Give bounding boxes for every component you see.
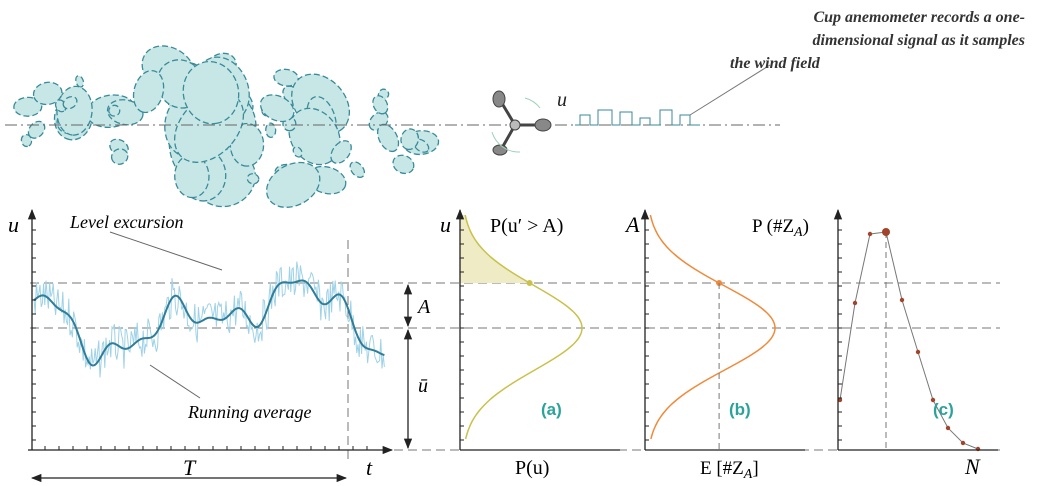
caption-line: the wind field [730,55,821,72]
y-label: A [624,212,640,237]
figure: u Cup anemometer records a one- dimensio… [0,0,1039,486]
y-label: u [8,212,19,237]
annotation: P(u′ > A) [490,215,563,237]
x-label: N [964,454,981,479]
annotation: Level excursion [69,212,183,232]
raw-signal [34,262,384,378]
distribution-point [882,228,890,236]
eddy [347,159,367,180]
signal-label: u [557,89,567,111]
period-label: T [183,455,197,480]
caption-line: dimensional signal as it samples [813,32,1025,49]
eddies [14,36,440,216]
leader [150,365,200,398]
caption-line: Cup anemometer records a one- [813,9,1025,26]
panel-tag: (a) [541,400,562,419]
distribution-point [961,441,965,445]
x-label: P(u) [515,457,549,479]
distribution-point [916,350,920,354]
level-point [527,280,533,286]
amplitude-label: A [416,296,431,318]
mean-label: ū [418,375,428,397]
caption: Cup anemometer records a one- dimensiona… [730,9,1025,72]
panel-tag: (c) [933,400,954,419]
distribution-point [946,426,950,430]
leader [110,232,222,270]
y-label: u [440,212,451,237]
x-label: E [#ZA] [700,458,759,482]
annotation: Running average [187,402,311,422]
distribution-point [868,232,872,236]
density-curve [465,215,582,439]
y-label: P (#ZA) [752,216,809,240]
distribution-point [853,301,857,305]
panel-tag: (b) [729,400,751,419]
x-label: t [366,455,373,480]
sampled-signal [575,110,700,125]
distribution-line [840,232,978,449]
eddy [390,152,417,177]
anemometer [492,91,551,155]
caption-leader [690,65,770,115]
density-curve [650,215,775,439]
distribution-point [900,298,904,302]
